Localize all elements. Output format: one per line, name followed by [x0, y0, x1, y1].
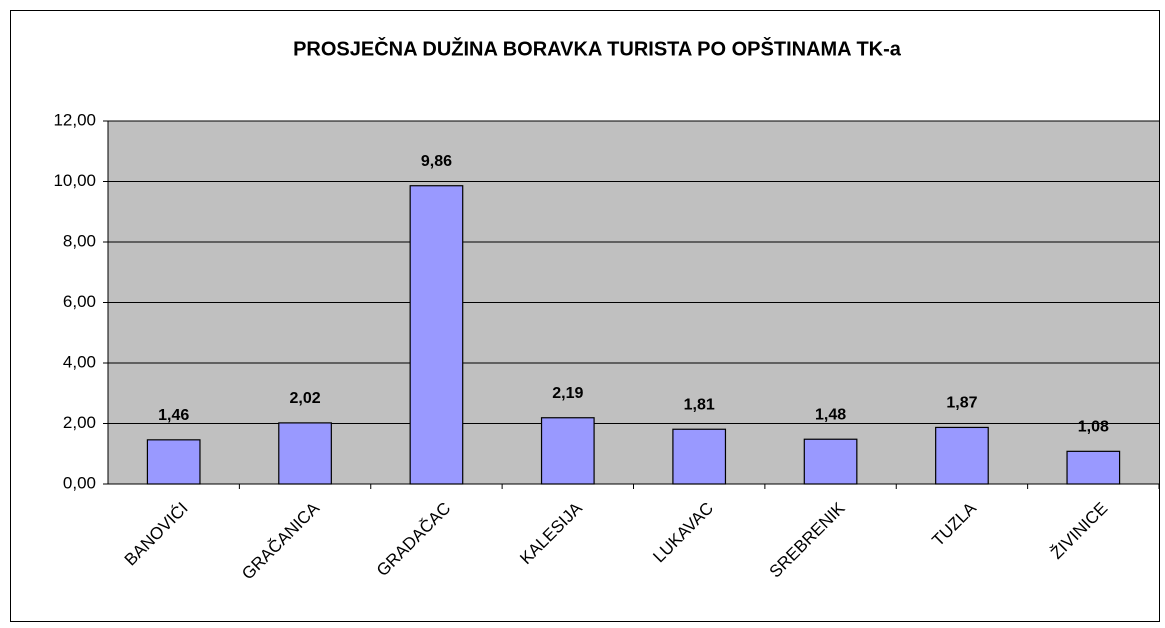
y-tick-label: 8,00 [63, 231, 96, 250]
y-tick-label: 0,00 [63, 473, 96, 492]
bar [540, 417, 595, 485]
y-tick-label: 10,00 [53, 171, 96, 190]
bar [146, 439, 201, 485]
data-label: 1,46 [158, 407, 189, 424]
bar [1066, 450, 1121, 485]
bar [803, 438, 858, 485]
data-label: 1,81 [684, 396, 715, 413]
bar [278, 422, 332, 485]
bar [409, 185, 464, 485]
y-tick-label: 2,00 [63, 413, 96, 432]
y-tick-label: 6,00 [63, 292, 96, 311]
data-label: 9,86 [421, 153, 452, 170]
data-label: 1,87 [946, 395, 977, 412]
bar [935, 426, 989, 485]
data-label: 2,02 [289, 390, 320, 407]
y-tick-label: 4,00 [63, 352, 96, 371]
bar [672, 428, 727, 485]
data-label: 2,19 [552, 385, 583, 402]
data-label: 1,48 [815, 406, 846, 423]
data-label: 1,08 [1078, 419, 1109, 436]
y-tick-label: 12,00 [53, 110, 96, 129]
chart-title: PROSJEČNA DUŽINA BORAVKA TURISTA PO OPŠT… [293, 36, 902, 60]
